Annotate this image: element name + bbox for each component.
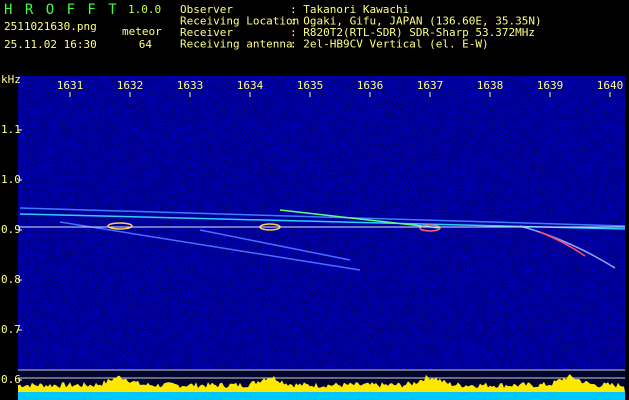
freq-label: 0.9 bbox=[1, 223, 21, 236]
freq-label: 1.1 bbox=[1, 123, 21, 136]
freq-label: 0.7 bbox=[1, 323, 21, 336]
time-label: 1640 bbox=[597, 79, 624, 92]
time-label: 1634 bbox=[237, 79, 264, 92]
info-value: : Takanori Kawachi bbox=[290, 3, 409, 16]
info-value: : Ogaki, Gifu, JAPAN (136.60E, 35.35N) bbox=[290, 15, 542, 28]
time-label: 1635 bbox=[297, 79, 324, 92]
info-label: Receiving antenna bbox=[180, 38, 293, 51]
meteor-count: 64 bbox=[139, 38, 153, 51]
freq-label: 1.0 bbox=[1, 173, 21, 186]
time-label: 1638 bbox=[477, 79, 504, 92]
amplitude-plot bbox=[18, 374, 625, 392]
trace bbox=[519, 225, 616, 269]
axis: 1631 1632 1633 1634 1635 1636 1637 1638 1639 1640… bbox=[1, 79, 623, 386]
file-name: 2511021630.png bbox=[4, 20, 97, 33]
freq-label: 0.8 bbox=[1, 273, 21, 286]
info-label: Receiver bbox=[180, 26, 233, 39]
echo bbox=[419, 224, 441, 232]
echo bbox=[107, 222, 133, 230]
trace bbox=[59, 221, 361, 271]
baseline-band bbox=[18, 392, 625, 400]
time-label: 1636 bbox=[357, 79, 384, 92]
amplitude-trace bbox=[18, 374, 625, 392]
time-label: 1631 bbox=[57, 79, 84, 92]
app-version: 1.0.0 bbox=[128, 3, 161, 16]
app-name: H R O F F T bbox=[4, 2, 119, 18]
time-label: 1633 bbox=[177, 79, 204, 92]
time-label: 1639 bbox=[537, 79, 564, 92]
info-label: Receiving Location bbox=[180, 15, 299, 28]
info-label: Observer bbox=[180, 3, 233, 16]
time-label: 1632 bbox=[117, 79, 144, 92]
meteor-traces bbox=[19, 207, 626, 271]
trace bbox=[539, 231, 586, 257]
datetime: 25.11.02 16:30 bbox=[4, 38, 97, 51]
freq-label: 0.6 bbox=[1, 373, 21, 386]
unit-label: kHz bbox=[1, 73, 21, 86]
info-value: : 2el-HB9CV Vertical (el. E-W) bbox=[290, 38, 489, 51]
trace bbox=[279, 209, 441, 229]
info-value: : R820T2(RTL-SDR) SDR-Sharp 53.372MHz bbox=[290, 26, 535, 39]
trace bbox=[199, 229, 351, 261]
meteor-label: meteor bbox=[122, 25, 162, 38]
trace bbox=[19, 207, 626, 227]
time-label: 1637 bbox=[417, 79, 444, 92]
